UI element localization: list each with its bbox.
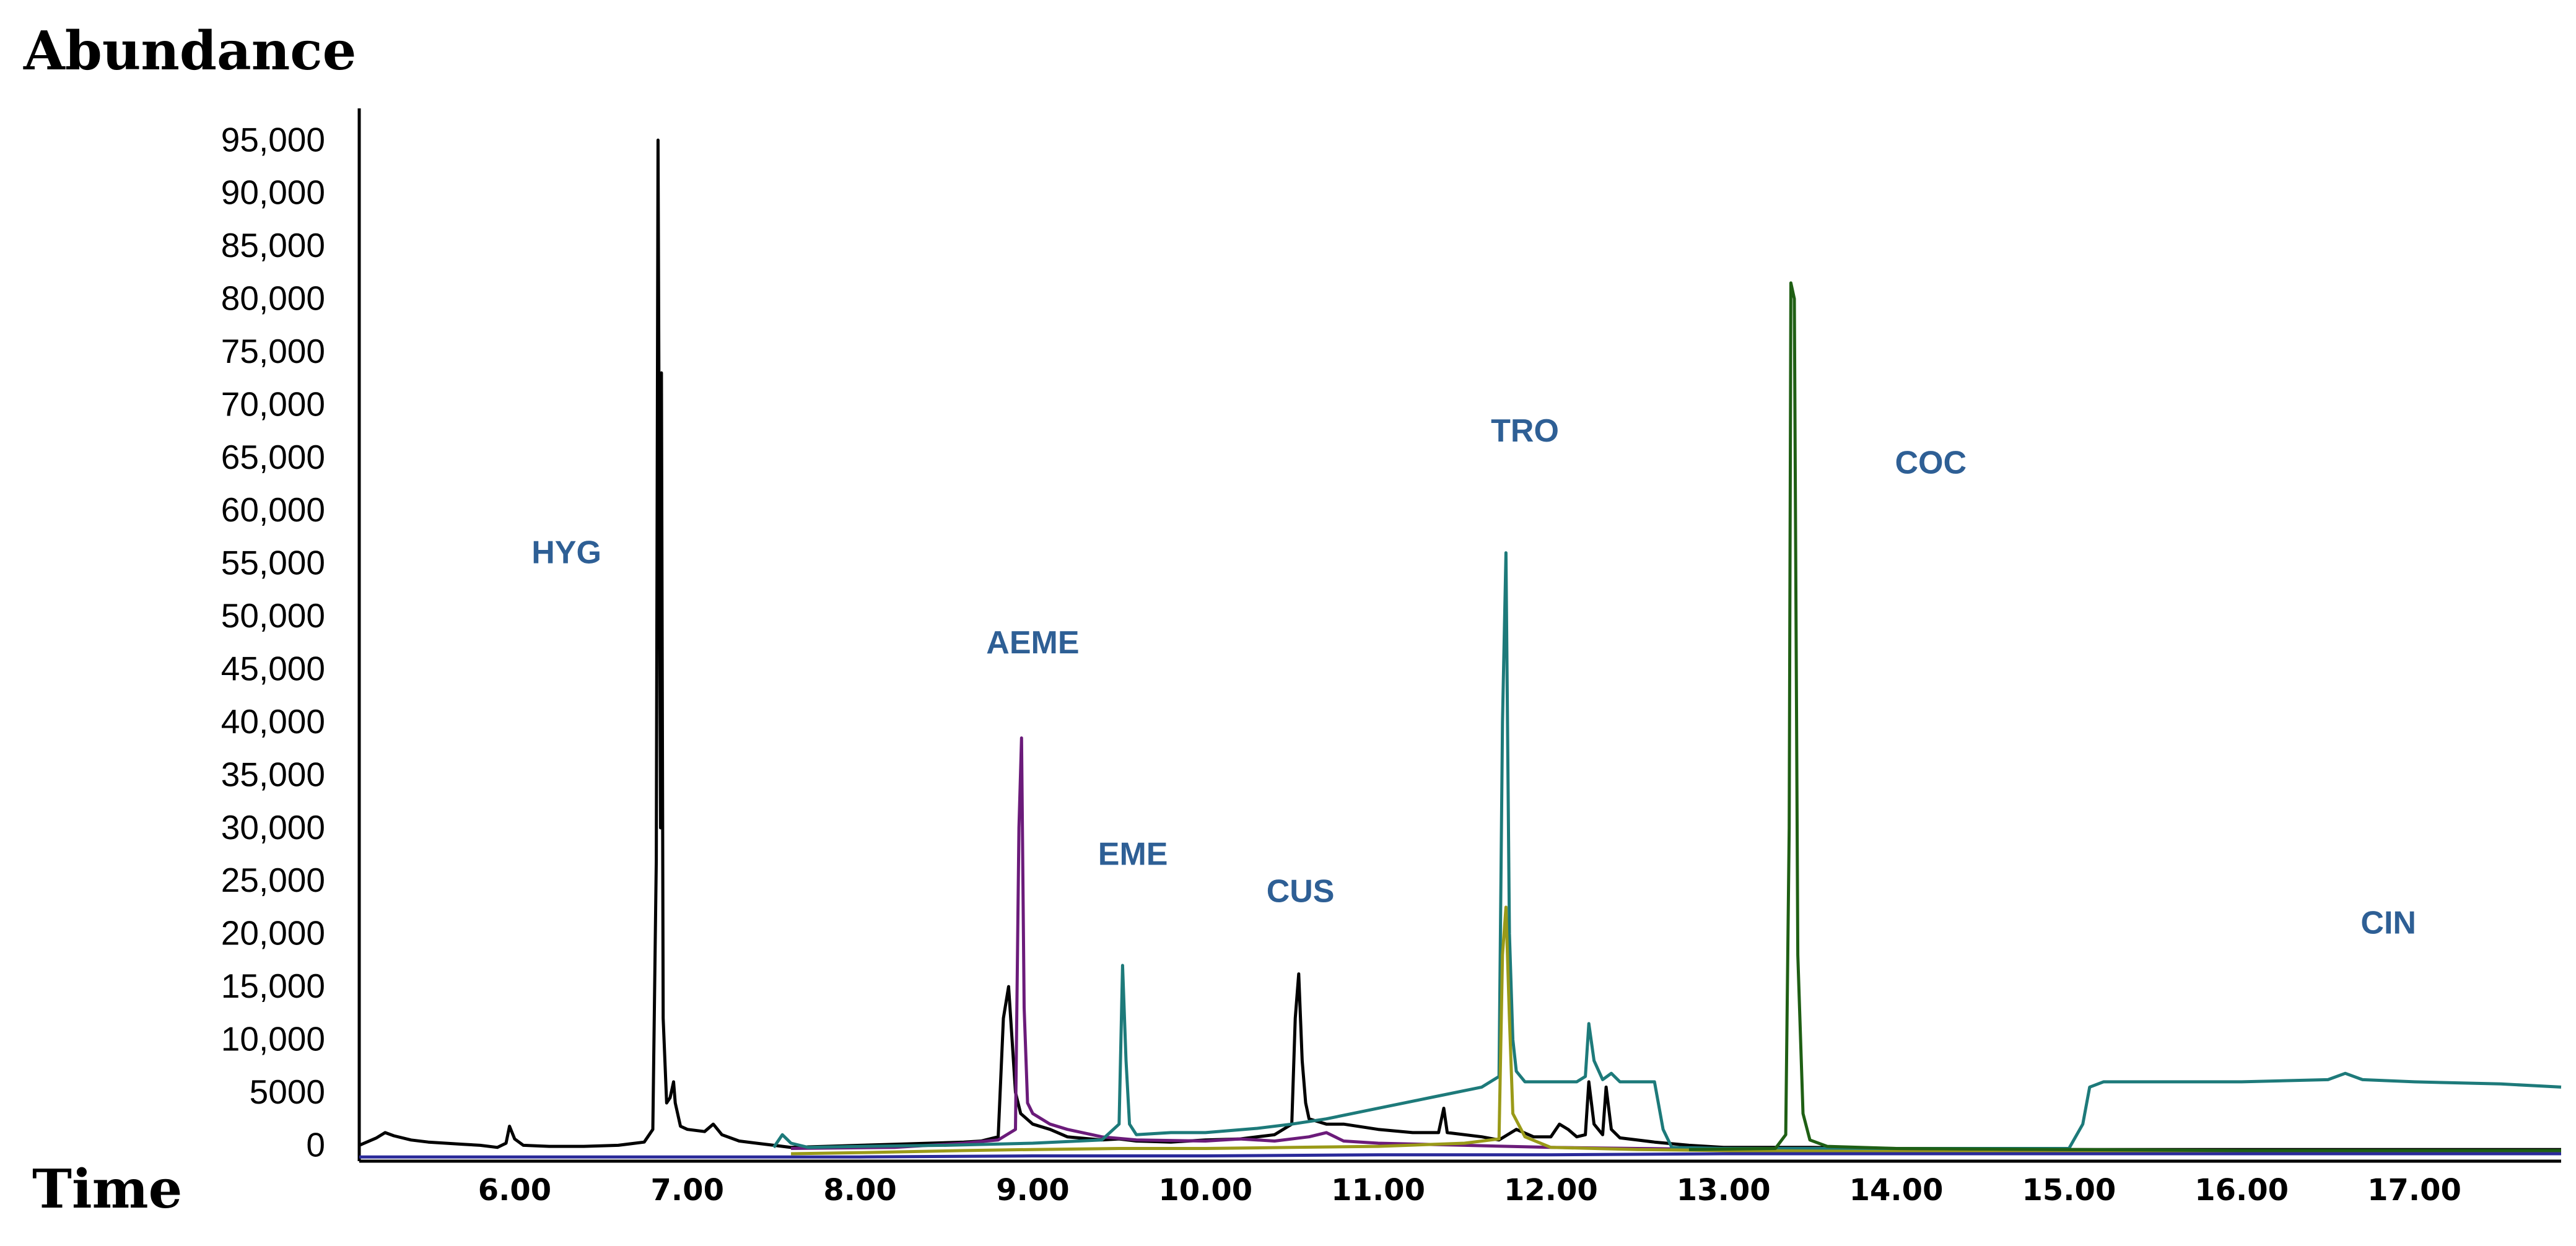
x-axis-title: Time bbox=[32, 1158, 182, 1221]
peak-label-coc: COC bbox=[1895, 445, 1967, 481]
peak-label-tro: TRO bbox=[1491, 413, 1559, 449]
y-tick-label: 65,000 bbox=[221, 438, 325, 476]
y-tick-label: 55,000 bbox=[221, 544, 325, 582]
y-tick-label: 5000 bbox=[250, 1073, 325, 1111]
x-tick-label: 15.00 bbox=[2022, 1173, 2116, 1208]
x-tick-labels: 6.00 7.00 8.00 9.00 10.00 11.00 12.00 13.00 14.0… bbox=[478, 1173, 2461, 1208]
x-tick-label: 10.00 bbox=[1158, 1173, 1252, 1208]
y-tick-label: 15,000 bbox=[221, 967, 325, 1005]
y-tick-label: 20,000 bbox=[221, 914, 325, 952]
series-line-4 bbox=[791, 905, 2561, 1156]
y-tick-label: 70,000 bbox=[221, 385, 325, 423]
x-tick-label: 13.00 bbox=[1677, 1173, 1771, 1208]
y-tick-label: 90,000 bbox=[221, 173, 325, 212]
y-tick-label: 45,000 bbox=[221, 650, 325, 688]
y-tick-label: 95,000 bbox=[221, 120, 325, 159]
y-tick-labels: 0 5000 10,000 15,000 20,000 25,000 30,000 35,00… bbox=[221, 120, 325, 1164]
peak-label-cin: CIN bbox=[2360, 905, 2416, 941]
y-tick-label: 85,000 bbox=[221, 226, 325, 264]
y-tick-label: 0 bbox=[306, 1125, 325, 1164]
x-tick-label: 9.00 bbox=[996, 1173, 1069, 1208]
y-axis-title: Abundance bbox=[23, 20, 356, 82]
x-tick-label: 6.00 bbox=[478, 1173, 551, 1208]
series-line-6 bbox=[359, 1152, 2561, 1159]
peak-label-aeme: AEME bbox=[986, 625, 1079, 661]
x-tick-label: 8.00 bbox=[823, 1173, 896, 1208]
axes bbox=[357, 108, 2561, 1163]
peak-annotations: HYG AEME EME CUS TRO COC CIN bbox=[531, 413, 2416, 941]
y-tick-label: 30,000 bbox=[221, 808, 325, 847]
x-tick-label: 17.00 bbox=[2367, 1173, 2461, 1208]
y-tick-label: 35,000 bbox=[221, 755, 325, 793]
peak-label-cus: CUS bbox=[1267, 873, 1335, 909]
y-tick-label: 75,000 bbox=[221, 332, 325, 370]
series-line-3 bbox=[772, 551, 2562, 1150]
series-line-1 bbox=[359, 138, 2561, 1151]
y-tick-label: 40,000 bbox=[221, 702, 325, 741]
y-tick-label: 50,000 bbox=[221, 596, 325, 635]
y-tick-label: 80,000 bbox=[221, 279, 325, 318]
x-tick-label: 7.00 bbox=[651, 1173, 724, 1208]
x-tick-label: 12.00 bbox=[1504, 1173, 1598, 1208]
y-tick-label: 25,000 bbox=[221, 861, 325, 899]
series-lines bbox=[359, 138, 2562, 1159]
peak-label-eme: EME bbox=[1098, 837, 1168, 873]
y-tick-label: 10,000 bbox=[221, 1020, 325, 1058]
series-line-2 bbox=[791, 736, 2561, 1154]
series-line-5 bbox=[1688, 281, 2561, 1152]
peak-label-hyg: HYG bbox=[531, 535, 601, 571]
y-tick-label: 60,000 bbox=[221, 490, 325, 529]
x-tick-label: 16.00 bbox=[2194, 1173, 2289, 1208]
x-tick-label: 14.00 bbox=[1849, 1173, 1944, 1208]
x-tick-label: 11.00 bbox=[1331, 1173, 1425, 1208]
